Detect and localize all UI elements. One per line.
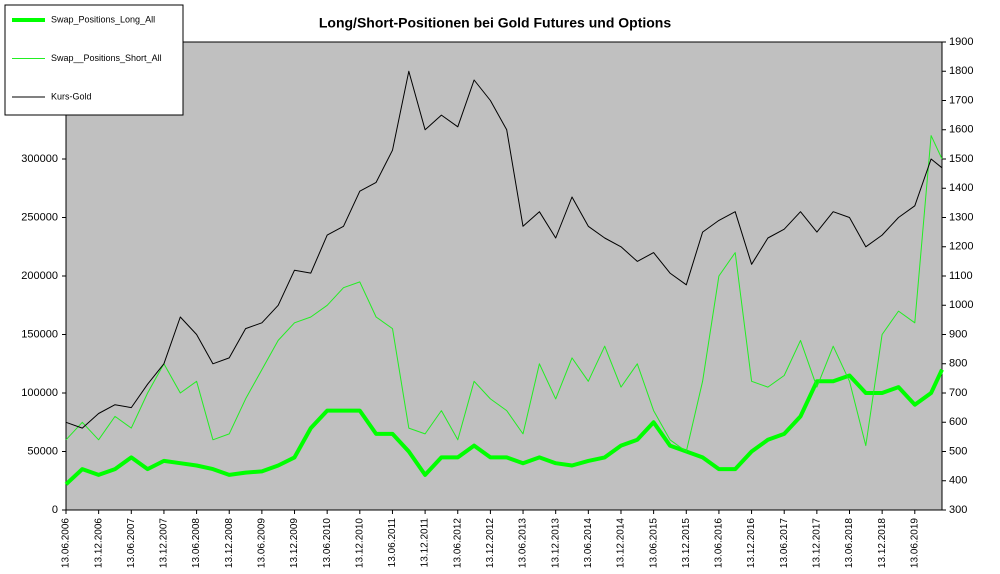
x-tick-label: 13.12.2008 [224, 518, 235, 568]
y-tick-label: 100000 [21, 387, 58, 399]
y-tick-label: 250000 [21, 211, 58, 223]
y-tick-label: 150000 [21, 328, 58, 340]
x-tick-label: 13.12.2007 [159, 518, 170, 568]
series-line [65, 70, 943, 429]
legend-label: Kurs-Gold [51, 91, 92, 101]
x-tick-label: 13.06.2016 [714, 518, 725, 568]
y2-tick-label: 1800 [949, 65, 973, 77]
x-tick-label: 13.06.2014 [583, 518, 594, 568]
y-tick-label: 50000 [27, 445, 58, 457]
x-tick-label: 13.06.2019 [909, 518, 920, 568]
y2-tick-label: 1500 [949, 153, 973, 165]
y2-tick-label: 400 [949, 475, 967, 487]
x-tick-label: 13.12.2013 [550, 518, 561, 568]
y-tick-label: 200000 [21, 270, 58, 282]
x-tick-label: 13.06.2009 [257, 518, 268, 568]
legend-label: Swap__Positions_Short_All [51, 53, 162, 63]
x-tick-label: 13.06.2011 [387, 518, 398, 568]
y-tick-label: 0 [52, 504, 58, 516]
x-tick-label: 13.12.2012 [485, 518, 496, 568]
legend-label: Swap_Positions_Long_All [51, 14, 155, 24]
y2-tick-label: 800 [949, 358, 967, 370]
x-tick-label: 13.06.2010 [322, 518, 333, 568]
y2-tick-label: 600 [949, 416, 967, 428]
x-tick-label: 13.06.2012 [452, 518, 463, 568]
x-tick-label: 13.12.2015 [681, 518, 692, 568]
x-tick-label: 13.06.2008 [191, 518, 202, 568]
y2-tick-label: 1400 [949, 182, 973, 194]
x-tick-label: 13.12.2006 [93, 518, 104, 568]
y-tick-label: 300000 [21, 153, 58, 165]
y2-tick-label: 1000 [949, 299, 973, 311]
y2-tick-label: 1600 [949, 124, 973, 136]
x-tick-label: 13.06.2017 [779, 518, 790, 568]
y2-tick-label: 1100 [949, 270, 973, 282]
x-tick-label: 13.06.2007 [126, 518, 137, 568]
y2-tick-label: 700 [949, 387, 967, 399]
x-tick-label: 13.12.2009 [289, 518, 300, 568]
x-tick-label: 13.12.2014 [616, 518, 627, 568]
chart-title: Long/Short-Positionen bei Gold Futures u… [319, 15, 672, 31]
legend-box [4, 4, 184, 116]
y2-tick-label: 1300 [949, 211, 973, 223]
y2-tick-label: 1700 [949, 94, 973, 106]
x-tick-label: 13.12.2011 [420, 518, 431, 568]
x-tick-label: 13.06.2015 [648, 518, 659, 568]
y2-tick-label: 500 [949, 445, 967, 457]
x-tick-label: 13.06.2018 [844, 518, 855, 568]
x-tick-label: 13.12.2017 [811, 518, 822, 568]
x-tick-label: 13.12.2018 [877, 518, 888, 568]
y2-tick-label: 900 [949, 328, 967, 340]
x-tick-label: 13.06.2013 [518, 518, 529, 568]
plot-area [65, 41, 943, 511]
y2-tick-label: 300 [949, 504, 967, 516]
series-line [64, 368, 944, 486]
series-line [65, 135, 943, 452]
x-tick-label: 13.12.2016 [746, 518, 757, 568]
x-tick-label: 13.06.2006 [61, 518, 72, 568]
y2-tick-label: 1200 [949, 241, 973, 253]
y2-tick-label: 1900 [949, 36, 973, 48]
x-tick-label: 13.12.2010 [354, 518, 365, 568]
